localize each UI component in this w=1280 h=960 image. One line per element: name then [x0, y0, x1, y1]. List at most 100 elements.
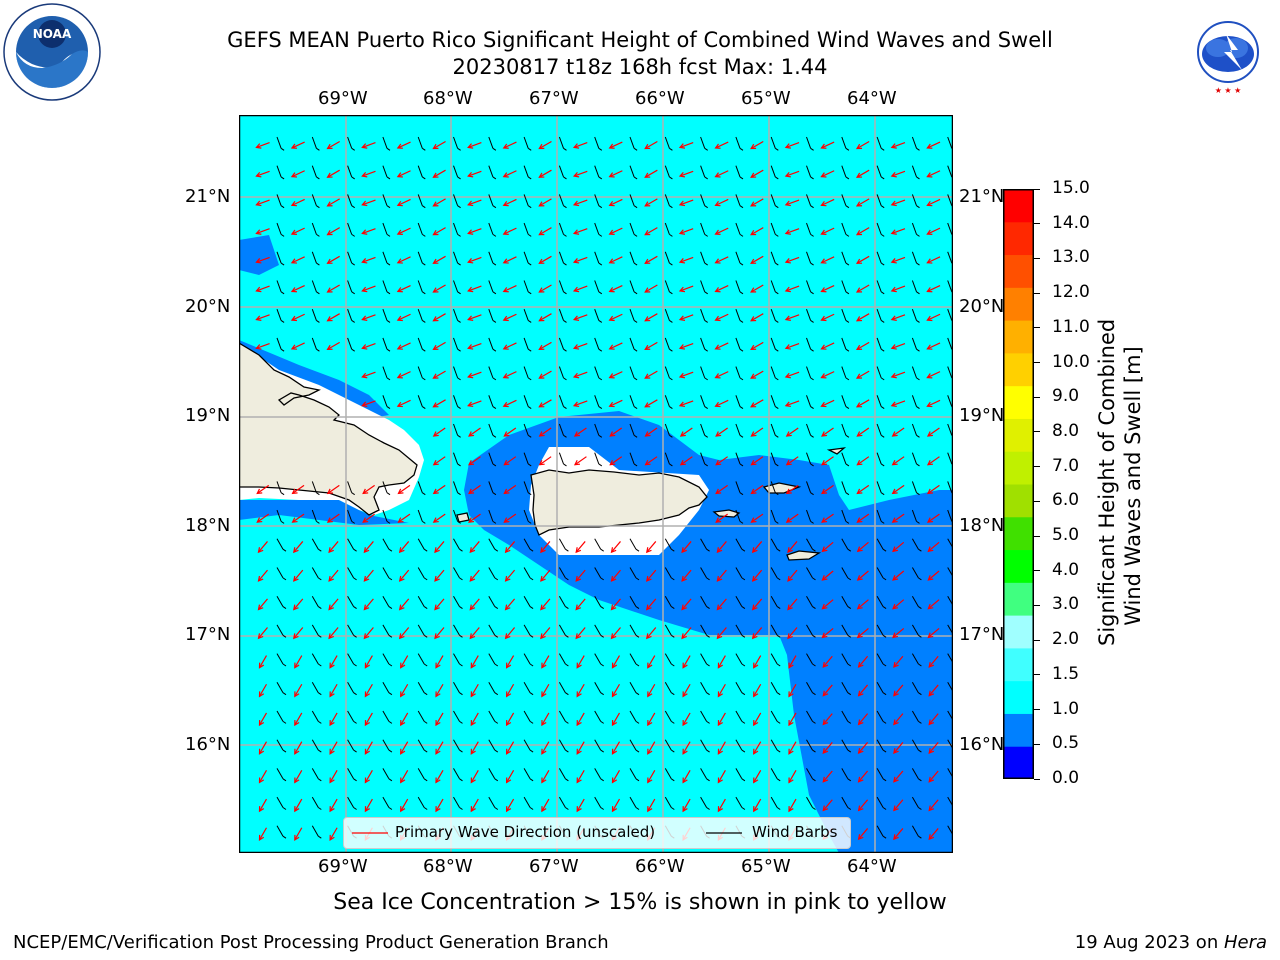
colorbar-tick-mark: [1034, 500, 1040, 502]
wind-barb: [735, 653, 743, 665]
wind-barb: [806, 136, 812, 149]
wave-arrow-head: [432, 431, 439, 437]
wind-barb-flag: [847, 749, 852, 753]
wind-barb: [629, 538, 637, 550]
wind-barb: [806, 309, 812, 321]
wind-barb: [629, 309, 635, 321]
wave-arrow-head: [329, 691, 335, 698]
wave-direction-arrow: [291, 198, 305, 206]
wave-direction-arrow: [927, 627, 940, 638]
wave-arrow-head: [572, 344, 580, 350]
wind-barb: [700, 309, 706, 321]
wind-barb: [876, 194, 882, 206]
wave-arrow-head: [820, 258, 827, 264]
wind-barb: [911, 481, 917, 493]
wave-arrow-head: [400, 748, 406, 755]
wind-barb: [806, 538, 813, 550]
chart-subtitle: 20230817 t18z 168h fcst Max: 1.44: [452, 55, 828, 79]
legend-barb-label: Wind Barbs: [752, 823, 838, 841]
wind-barb: [558, 366, 564, 379]
wave-direction-arrow: [503, 313, 517, 321]
wind-barb-flag: [280, 520, 285, 524]
wind-barb: [558, 567, 566, 579]
wave-arrow-head: [294, 777, 300, 784]
colorbar-tick-mark: [1034, 188, 1040, 190]
colorbar-tick-label: 3.0: [1052, 594, 1080, 615]
wind-barb: [347, 165, 353, 178]
wind-barb: [841, 136, 847, 149]
wind-barb-flag: [741, 663, 746, 667]
wave-direction-arrow: [788, 741, 797, 755]
wave-arrow-head: [290, 143, 297, 149]
wind-barb: [806, 682, 813, 693]
wind-barb-flag: [529, 548, 534, 552]
wind-barb: [523, 710, 531, 722]
wind-barb: [558, 653, 566, 665]
lat-label-left: 16°N: [185, 734, 231, 755]
wind-barb-flag: [706, 634, 710, 638]
wind-barb-flag: [775, 233, 779, 237]
wind-barb-flag: [812, 692, 816, 696]
wave-direction-arrow: [644, 341, 658, 350]
wind-barb: [558, 796, 566, 808]
wind-barb-flag: [741, 634, 746, 638]
wind-barb: [558, 222, 564, 235]
wind-barb-flag: [635, 778, 640, 782]
wind-barb: [594, 337, 600, 350]
wave-direction-arrow: [788, 770, 797, 783]
wind-barb: [841, 624, 849, 636]
wave-arrow-head: [645, 575, 652, 582]
wind-barb-flag: [527, 348, 532, 352]
wind-barb: [735, 423, 741, 436]
wave-direction-arrow: [400, 712, 409, 726]
wave-direction-arrow: [927, 313, 941, 321]
wave-arrow-head: [644, 143, 651, 150]
wave-arrow-head: [363, 633, 370, 640]
wave-arrow-head: [893, 661, 899, 668]
wave-direction-arrow: [856, 227, 870, 236]
wave-arrow-head: [326, 143, 333, 150]
wave-arrow-head: [257, 604, 264, 611]
wave-direction-arrow: [715, 284, 729, 293]
wave-direction-arrow: [821, 513, 834, 523]
wave-direction-arrow: [787, 569, 798, 582]
wind-barb-flag: [633, 176, 638, 180]
wind-barb: [347, 194, 353, 206]
wave-arrow-head: [678, 143, 686, 149]
wave-direction-arrow: [575, 541, 586, 553]
wave-arrow-head: [821, 431, 828, 437]
wave-direction-arrow: [927, 342, 941, 350]
wind-barb: [700, 682, 708, 693]
wind-barb: [453, 567, 460, 579]
wave-direction-arrow: [503, 284, 517, 293]
wave-direction-arrow: [750, 140, 764, 150]
wave-arrow-head: [361, 315, 368, 321]
wind-barb-flag: [316, 262, 320, 266]
wave-direction-arrow: [858, 713, 869, 725]
wave-direction-arrow: [609, 342, 623, 350]
colorbar-tick-label: 11.0: [1052, 316, 1090, 337]
wind-barb: [453, 768, 460, 780]
wind-barb: [629, 194, 635, 206]
wind-barb: [382, 796, 390, 808]
wind-barb: [382, 682, 390, 693]
wave-arrow-head: [857, 748, 864, 755]
wind-barb-flag: [457, 348, 461, 352]
wind-barb: [488, 251, 494, 264]
wind-barb: [453, 739, 460, 751]
wave-arrow-head: [400, 720, 406, 727]
wave-arrow-head: [857, 661, 864, 668]
wave-arrow-head: [928, 834, 935, 841]
wind-barb: [947, 395, 953, 407]
wave-direction-arrow: [468, 285, 482, 292]
wave-arrow-head: [610, 633, 617, 640]
wind-barb: [488, 222, 494, 235]
wave-arrow-head: [328, 604, 334, 611]
wind-barb: [453, 538, 460, 550]
wind-barb-flag: [494, 720, 499, 724]
wind-barb-flag: [706, 606, 710, 610]
wave-direction-arrow: [364, 655, 373, 668]
wave-direction-arrow: [539, 427, 552, 437]
wave-arrow-head: [292, 633, 299, 640]
wave-arrow-head: [469, 633, 476, 640]
